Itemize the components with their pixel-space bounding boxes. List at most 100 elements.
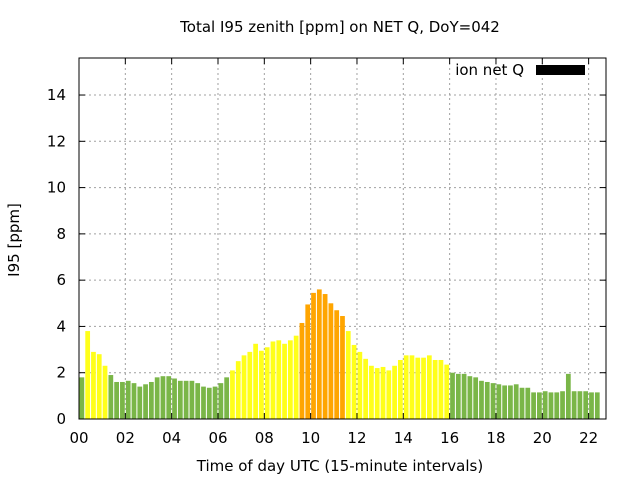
- bar: [479, 380, 484, 419]
- bar: [316, 289, 322, 419]
- x-tick-label: 12: [347, 429, 366, 447]
- bar: [148, 381, 154, 419]
- bar: [525, 387, 531, 419]
- bar: [276, 340, 282, 419]
- legend: ion net Q: [455, 61, 585, 79]
- bar: [79, 377, 85, 419]
- bar: [183, 380, 189, 419]
- bars: [79, 289, 600, 419]
- bar: [432, 359, 438, 419]
- bar: [565, 373, 571, 419]
- y-tick-label: 0: [56, 410, 66, 428]
- bar: [426, 355, 432, 419]
- bar: [548, 392, 554, 419]
- bar: [455, 373, 461, 419]
- bar: [560, 391, 565, 419]
- y-axis: 0 2 4 6 8 10 12 14: [47, 86, 606, 428]
- bar: [305, 304, 311, 419]
- bar: [444, 364, 450, 419]
- bar: [299, 322, 305, 419]
- bar: [542, 391, 548, 419]
- bar: [589, 392, 594, 419]
- bar: [594, 392, 600, 419]
- x-tick-label: 22: [579, 429, 598, 447]
- x-tick-label: 16: [440, 429, 459, 447]
- x-tick-label: 14: [394, 429, 413, 447]
- bar: [461, 373, 467, 419]
- plot-frame: [78, 57, 607, 420]
- x-tick-label: 18: [486, 429, 505, 447]
- bar: [403, 355, 409, 419]
- legend-label: ion net Q: [455, 61, 524, 79]
- bar: [554, 392, 560, 419]
- bar: [96, 354, 102, 419]
- bar: [386, 370, 392, 419]
- bar: [195, 383, 201, 419]
- bar: [270, 341, 276, 419]
- bar: [340, 316, 345, 419]
- y-tick-label: 4: [56, 317, 66, 335]
- x-tick-label: 06: [208, 429, 227, 447]
- bar: [369, 365, 374, 419]
- bar: [259, 350, 264, 419]
- y-tick-label: 8: [56, 225, 66, 243]
- bar: [398, 359, 403, 419]
- y-tick-label: 6: [56, 271, 66, 289]
- bar: [154, 377, 160, 419]
- x-tick-label: 02: [116, 429, 135, 447]
- bar: [102, 365, 108, 419]
- bar: [467, 376, 473, 419]
- bar: [531, 392, 536, 419]
- bar: [189, 380, 195, 419]
- bar: [166, 376, 172, 419]
- bar: [293, 335, 299, 419]
- bar: [201, 386, 206, 419]
- bar: [484, 381, 490, 419]
- chart-title: Total I95 zenith [ppm] on NET Q, DoY=042: [179, 18, 500, 36]
- bar: [172, 378, 177, 419]
- bar: [334, 310, 340, 419]
- bar: [392, 365, 397, 419]
- y-tick-label: 10: [47, 179, 66, 197]
- y-tick-label: 12: [47, 132, 66, 150]
- bar: [473, 377, 479, 419]
- bar: [357, 351, 363, 419]
- bar: [351, 344, 357, 419]
- bar: [241, 355, 247, 419]
- bar: [114, 381, 119, 419]
- bar: [247, 351, 253, 419]
- bar: [322, 294, 328, 419]
- bar: [137, 386, 143, 419]
- y-axis-label: I95 [ppm]: [5, 203, 23, 277]
- bar: [160, 376, 166, 419]
- bar: [537, 392, 542, 419]
- bar: [502, 385, 508, 419]
- legend-swatch: [536, 65, 585, 75]
- bar: [264, 347, 270, 419]
- x-tick-label: 20: [533, 429, 552, 447]
- bar: [177, 380, 183, 419]
- bar: [450, 372, 455, 419]
- x-axis: 00 02 04 06 08 10 12 14 16 18 20 22: [69, 58, 598, 447]
- bar: [571, 391, 577, 419]
- bar: [409, 355, 415, 419]
- bar: [438, 359, 444, 419]
- bar: [421, 357, 426, 419]
- bar: [577, 391, 583, 419]
- bar: [235, 361, 241, 419]
- bar: [311, 292, 316, 419]
- bar: [363, 358, 369, 419]
- bar: [224, 377, 230, 419]
- bar: [496, 384, 502, 419]
- bar: [328, 303, 334, 419]
- x-tick-label: 00: [69, 429, 88, 447]
- bar: [583, 391, 589, 419]
- bar: [125, 380, 131, 419]
- bar: [212, 386, 218, 419]
- bar: [374, 368, 380, 419]
- bar: [218, 383, 224, 419]
- x-tick-label: 08: [255, 429, 274, 447]
- y-tick-label: 14: [47, 86, 66, 104]
- bar: [513, 384, 519, 419]
